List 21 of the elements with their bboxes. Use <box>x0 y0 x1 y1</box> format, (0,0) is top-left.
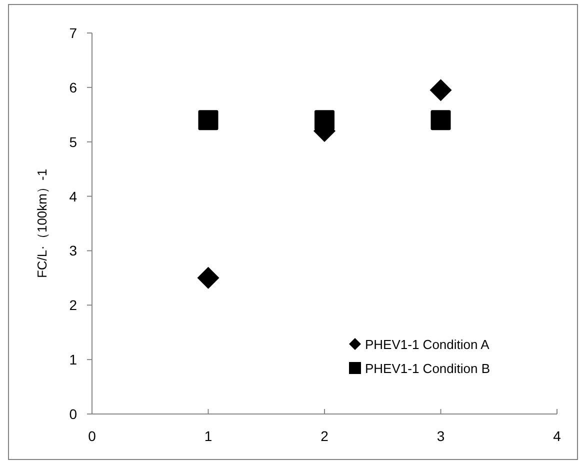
y-tick-label: 6 <box>69 79 78 96</box>
point <box>197 266 220 289</box>
y-tick-label: 7 <box>69 24 78 41</box>
y-tick-label: 4 <box>69 188 78 204</box>
y-tick-label: 1 <box>69 352 78 368</box>
x-tick-label: 1 <box>204 428 212 444</box>
y-tick-label: 3 <box>69 242 78 259</box>
y-tick-label: 0 <box>69 406 78 422</box>
x-tick-label: 2 <box>320 428 329 444</box>
point <box>314 110 334 130</box>
point <box>430 79 452 102</box>
point <box>430 110 451 130</box>
legend-label: PHEV1-1 Condition B <box>365 360 490 376</box>
x-tick-label: 3 <box>436 428 445 444</box>
x-tick-label: 0 <box>88 428 96 444</box>
x-tick-label: 4 <box>553 428 562 444</box>
y-axis-title: FC/L·（100km）-1 <box>34 168 50 278</box>
point <box>198 110 218 130</box>
legend-label: PHEV1-1 Condition A <box>365 336 490 352</box>
y-tick-label: 2 <box>69 297 78 314</box>
y-tick-label: 5 <box>69 134 78 150</box>
